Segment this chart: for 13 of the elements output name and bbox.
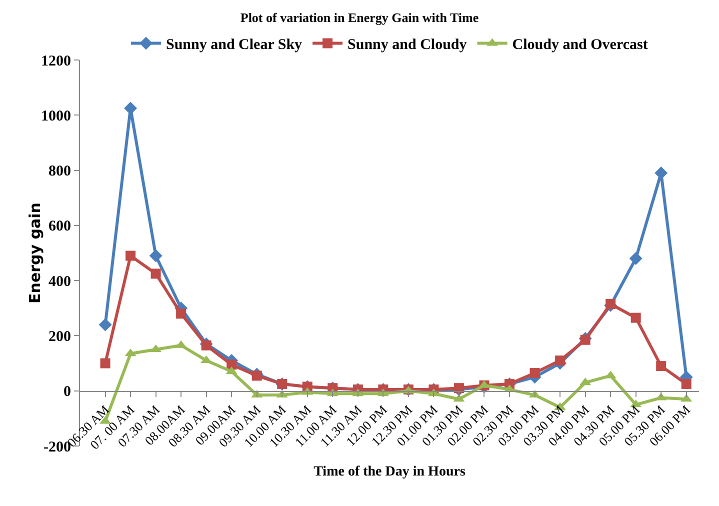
y-tick-label: 200 xyxy=(48,328,71,345)
legend-label: Sunny and Cloudy xyxy=(348,37,468,54)
legend-label: Sunny and Clear Sky xyxy=(166,37,303,54)
y-tick-label: 800 xyxy=(48,164,71,180)
y-tick-label: 600 xyxy=(48,218,71,235)
chart-title: Plot of variation in Energy Gain with Time xyxy=(240,10,479,25)
legend-label: Cloudy and Overcast xyxy=(512,37,648,54)
y-axis-title: Energy gain xyxy=(26,202,44,304)
y-tick-label: 0 xyxy=(64,384,71,400)
y-tick-label: 400 xyxy=(48,274,71,290)
x-axis-title: Time of the Day in Hours xyxy=(314,464,466,480)
y-tick-label: 1200 xyxy=(41,53,71,70)
y-tick-label: 1000 xyxy=(41,108,71,124)
